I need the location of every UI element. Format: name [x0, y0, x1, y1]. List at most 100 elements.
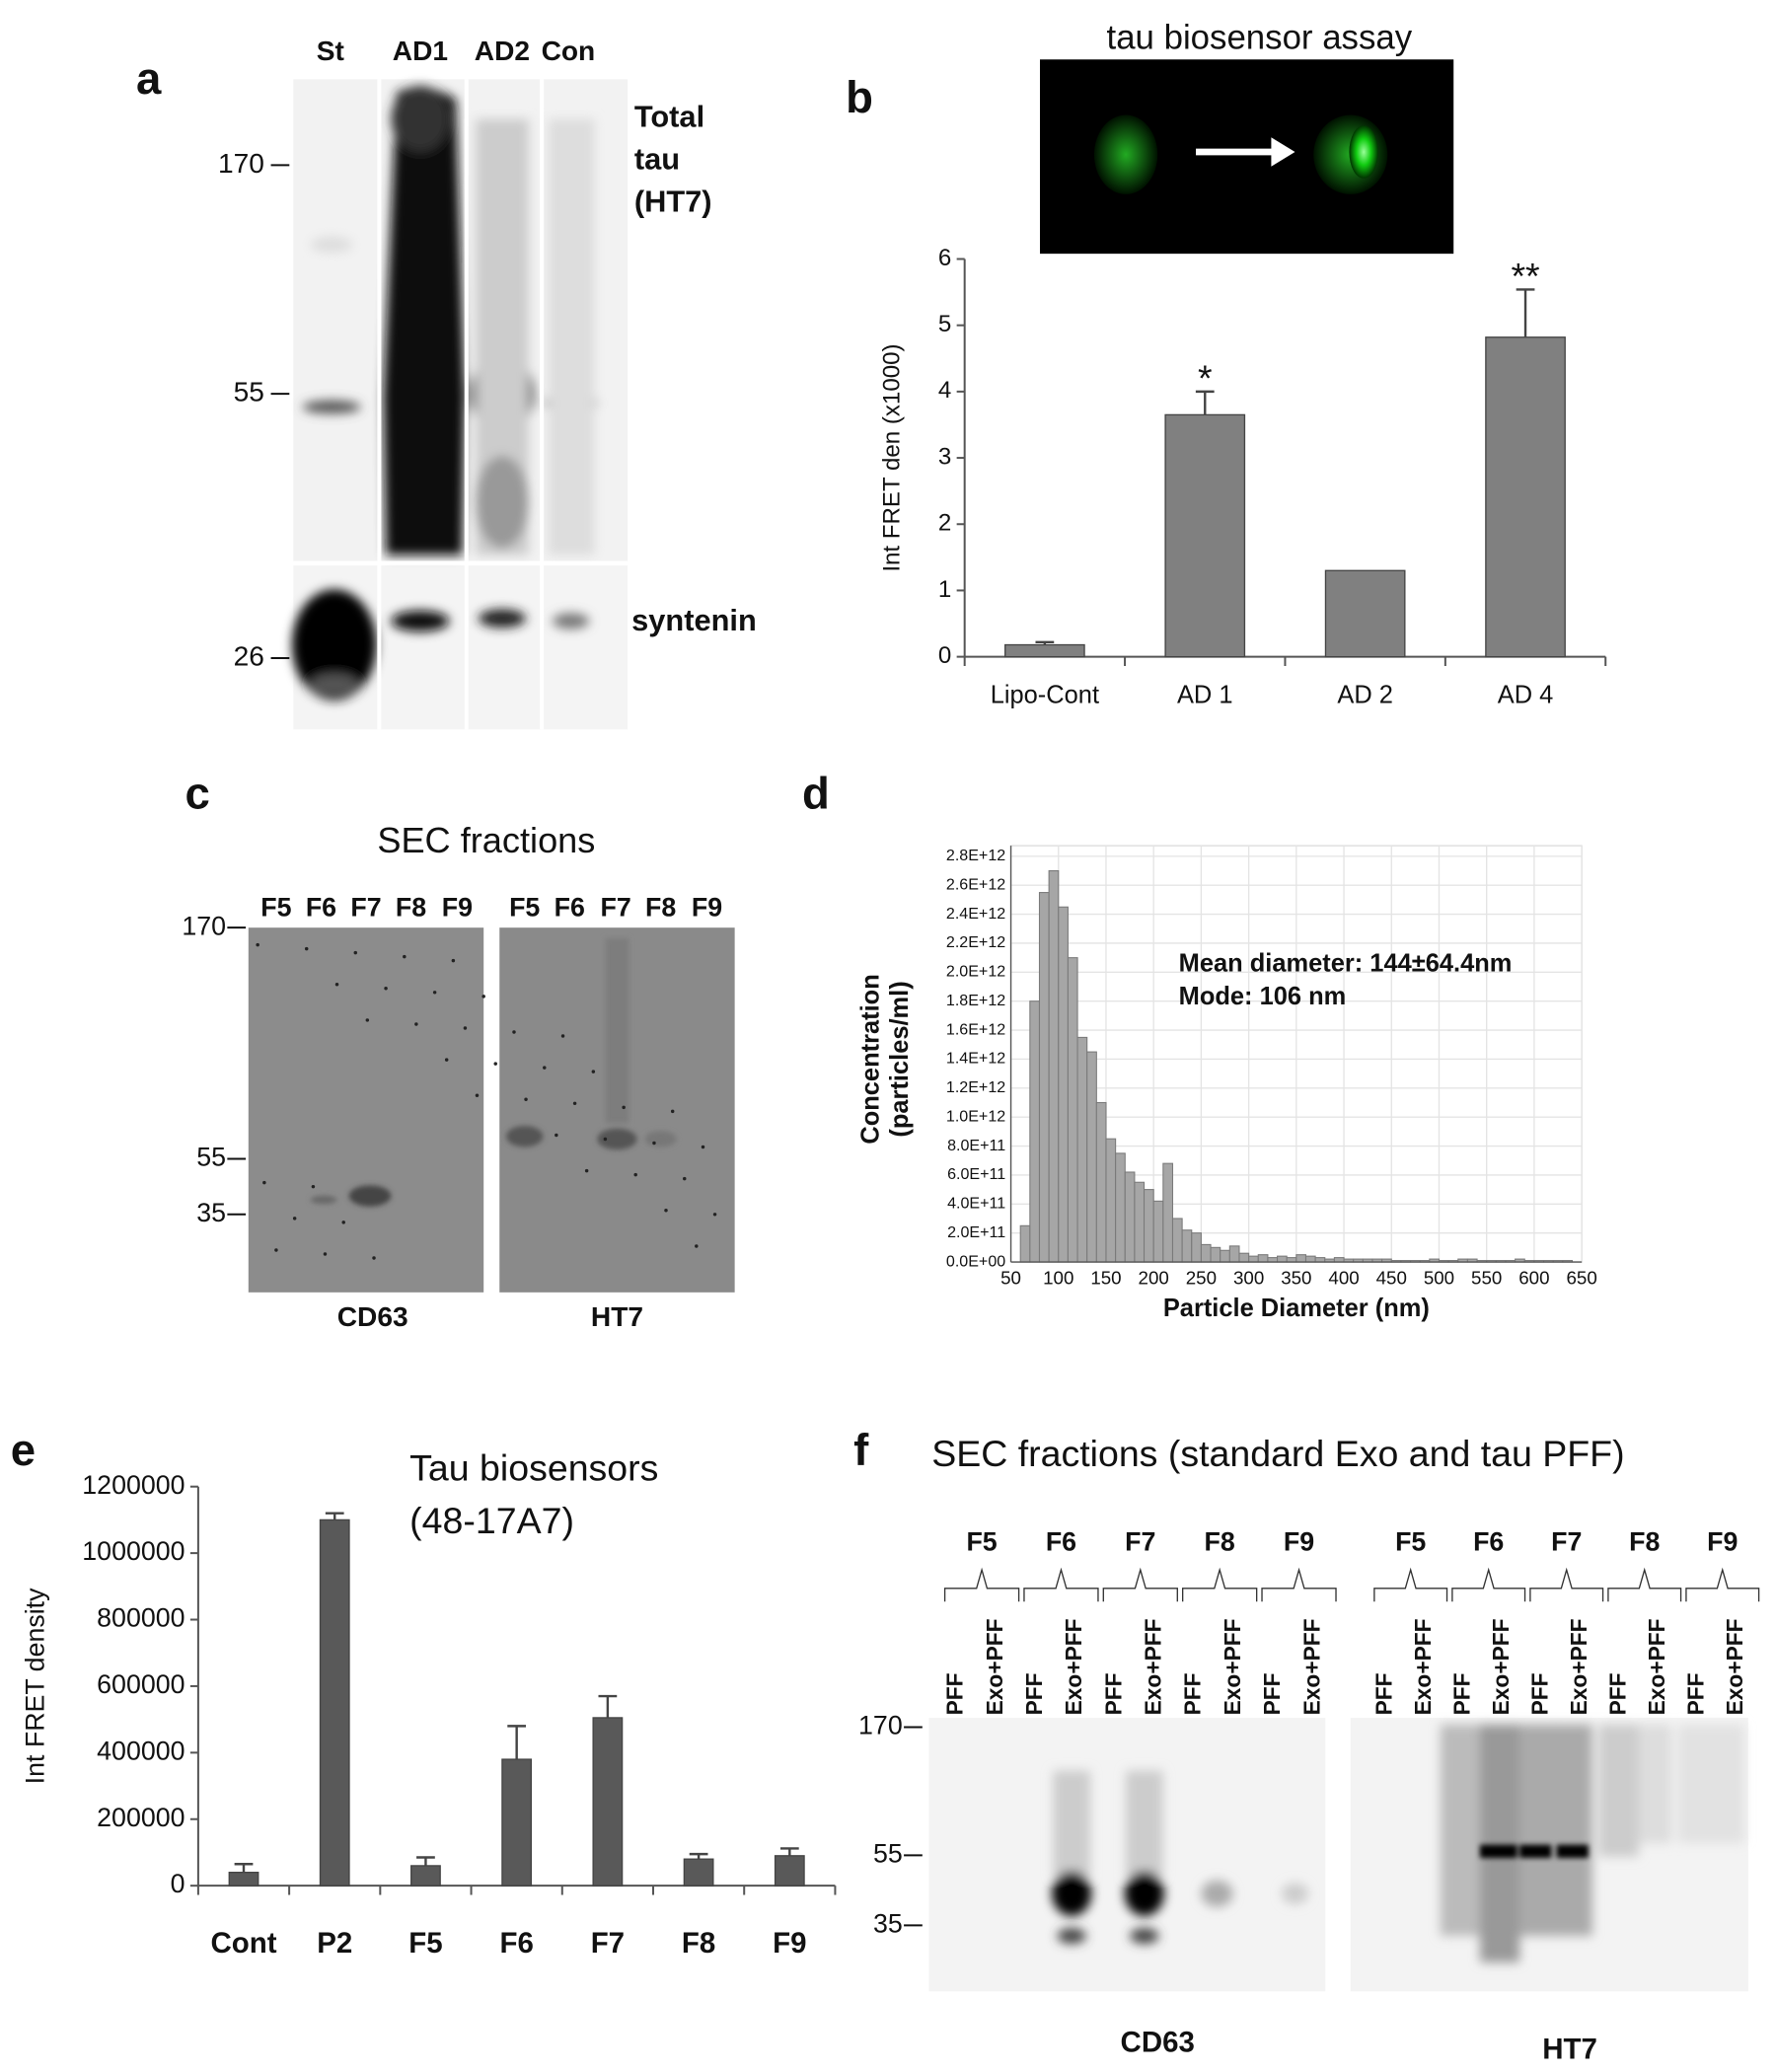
speck: [311, 1184, 316, 1189]
x-tick-label: F5: [408, 1927, 442, 1960]
lane-label: AD1: [393, 36, 448, 66]
error-bar: [1195, 390, 1215, 415]
y-tick-label: 0.0E+00: [946, 1252, 1005, 1270]
y-tick-label: 4: [938, 377, 951, 404]
histogram-bar: [1181, 1229, 1193, 1263]
y-tick-label: 1.0E+12: [946, 1107, 1005, 1125]
y-tick-label: 1: [938, 576, 951, 603]
error-bar: [1035, 640, 1055, 645]
x-tick-label: 600: [1518, 1267, 1549, 1288]
speck: [475, 1093, 480, 1098]
x-tick-label: 350: [1281, 1267, 1311, 1288]
speck: [622, 1105, 626, 1110]
speck: [481, 995, 485, 999]
brace: [1261, 1567, 1337, 1602]
speck: [712, 1213, 717, 1217]
bar: [1004, 643, 1085, 658]
lane-label: AD2: [475, 36, 530, 66]
x-tick-label: 150: [1090, 1267, 1121, 1288]
speck: [560, 1034, 565, 1038]
condition-label: Exo+PFF: [1410, 1618, 1436, 1715]
histogram-bar: [1210, 1246, 1221, 1263]
speck: [256, 942, 259, 947]
x-tick-label: F6: [499, 1927, 533, 1960]
panel-label: e: [11, 1425, 36, 1475]
speck: [695, 1244, 699, 1248]
error-bar: [234, 1863, 254, 1873]
fraction-label: F7: [1551, 1526, 1582, 1556]
condition-label: PFF: [1605, 1672, 1631, 1715]
y-tick-label: 5: [938, 311, 951, 337]
marker-label: 170: [182, 911, 226, 940]
speck: [432, 991, 437, 995]
bar: [774, 1855, 805, 1887]
y-axis-label: Concentration: [857, 974, 885, 1144]
y-tick-label: 1.8E+12: [946, 992, 1005, 1009]
y-tick-label: 0: [171, 1869, 185, 1898]
histogram-bar: [1171, 1218, 1183, 1263]
y-tick-label: 1.4E+12: [946, 1050, 1005, 1068]
x-tick-label: 300: [1233, 1267, 1264, 1288]
condition-label: Exo+PFF: [1488, 1618, 1514, 1715]
error-bar: [325, 1512, 344, 1520]
x-tick-label: P2: [317, 1927, 352, 1960]
brace: [1529, 1567, 1604, 1602]
fraction-label: F6: [1046, 1526, 1076, 1556]
y-axis-label: (particles/ml): [886, 981, 914, 1137]
condition-label: PFF: [1259, 1672, 1285, 1715]
y-tick-label: 0: [938, 642, 951, 669]
speck: [323, 1252, 328, 1256]
histogram-bar: [1220, 1249, 1230, 1263]
y-tick-label: 2.2E+12: [946, 933, 1005, 951]
blot-label: CD63: [1121, 2027, 1195, 2059]
error-bar: [507, 1725, 527, 1760]
speck: [683, 1176, 687, 1181]
x-tick-label: 200: [1139, 1267, 1169, 1288]
lane-label: F6: [306, 893, 336, 923]
y-tick-label: 2: [938, 510, 951, 537]
image-title: tau biosensor assay: [1107, 18, 1413, 56]
bar: [410, 1865, 441, 1887]
y-tick-label: 800000: [97, 1603, 185, 1633]
speck: [304, 946, 309, 951]
y-tick-label: 2.0E+12: [946, 963, 1005, 981]
blot-label: tau: [634, 142, 680, 177]
histogram-bar: [1257, 1254, 1269, 1263]
x-tick-label: 100: [1043, 1267, 1073, 1288]
bar: [1164, 413, 1246, 658]
x-tick-label: 50: [1000, 1267, 1021, 1288]
x-axis-label: Particle Diameter (nm): [1163, 1295, 1430, 1322]
y-tick-label: 2.8E+12: [946, 847, 1005, 864]
marker-label: 55: [873, 1838, 903, 1868]
fraction-label: F5: [1395, 1526, 1426, 1556]
y-axis-label: Int FRET density: [21, 1588, 50, 1784]
histogram-bar: [1277, 1255, 1288, 1263]
blot-label: HT7: [1542, 2033, 1597, 2065]
brace: [1181, 1567, 1258, 1602]
histogram-bar: [1191, 1232, 1202, 1263]
brace: [1685, 1567, 1760, 1602]
error-bar: [689, 1852, 708, 1860]
y-tick-label: 200000: [97, 1803, 185, 1832]
marker-label: 170: [858, 1711, 903, 1740]
condition-label: PFF: [1683, 1672, 1709, 1715]
lane-label: F8: [645, 893, 676, 923]
blot-a-bands: [291, 86, 598, 701]
lane-label: F8: [396, 893, 426, 923]
speck: [633, 1172, 637, 1177]
x-tick-label: 400: [1328, 1267, 1359, 1288]
speck: [365, 1018, 370, 1022]
x-tick-label: 550: [1471, 1267, 1502, 1288]
y-tick-label: 600000: [97, 1669, 185, 1699]
panel-label: b: [846, 72, 873, 122]
speck: [512, 1030, 516, 1034]
arrow-head: [1271, 137, 1295, 167]
fraction-label: F5: [966, 1526, 997, 1556]
blot-c-cd63: [248, 927, 484, 1293]
fraction-label: F8: [1629, 1526, 1660, 1556]
annotation: Mode: 106 nm: [1179, 983, 1347, 1010]
marker-label: 26: [234, 640, 264, 671]
aggregate: [1349, 125, 1378, 179]
blot-label: HT7: [591, 1301, 643, 1332]
